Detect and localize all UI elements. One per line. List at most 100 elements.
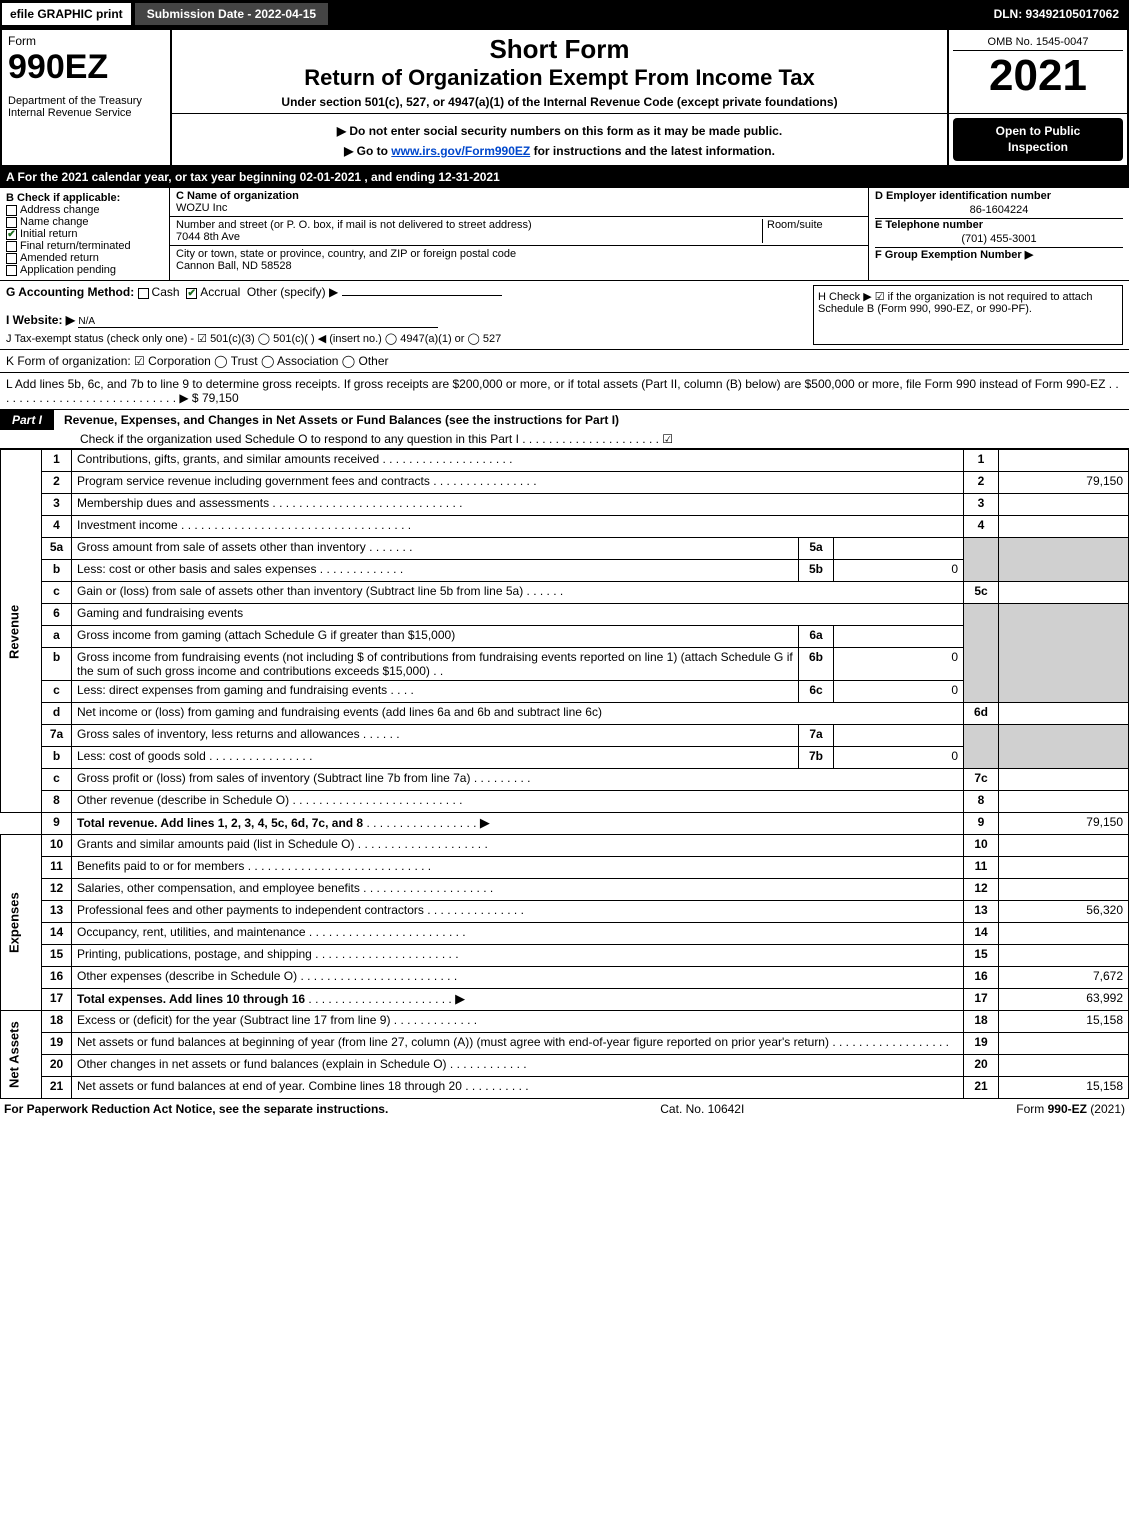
l18: Excess or (deficit) for the year (Subtra… bbox=[77, 1013, 390, 1027]
l1-amt bbox=[999, 450, 1129, 472]
part1-title: Revenue, Expenses, and Changes in Net As… bbox=[54, 413, 619, 427]
l6d: Net income or (loss) from gaming and fun… bbox=[72, 703, 964, 725]
bcde-row: B Check if applicable: Address change Na… bbox=[0, 187, 1129, 280]
revenue-label: Revenue bbox=[1, 450, 42, 813]
l7c: Gross profit or (loss) from sales of inv… bbox=[77, 771, 470, 785]
b-item-3: Final return/terminated bbox=[20, 240, 131, 252]
chk-initial[interactable]: ✔ bbox=[6, 229, 17, 240]
l5c-amt bbox=[999, 582, 1129, 604]
l6b: Gross income from fundraising events (no… bbox=[77, 650, 793, 678]
l5a: Gross amount from sale of assets other t… bbox=[77, 540, 366, 554]
l8-amt bbox=[999, 791, 1129, 813]
irs-link[interactable]: www.irs.gov/Form990EZ bbox=[391, 144, 530, 158]
c-street-label: Number and street (or P. O. box, if mail… bbox=[176, 219, 532, 231]
chk-name[interactable] bbox=[6, 217, 17, 228]
l6c: Less: direct expenses from gaming and fu… bbox=[77, 683, 387, 697]
chk-amended[interactable] bbox=[6, 253, 17, 264]
c-city-label: City or town, state or province, country… bbox=[176, 248, 516, 260]
l17-amt: 63,992 bbox=[999, 989, 1129, 1011]
c-name-label: C Name of organization bbox=[176, 190, 299, 202]
k-line: K Form of organization: ☑ Corporation ◯ … bbox=[0, 349, 1129, 372]
l21-amt: 15,158 bbox=[999, 1077, 1129, 1099]
l5a-amt bbox=[834, 538, 964, 560]
i-label: I Website: ▶ bbox=[6, 313, 75, 327]
part1-tab: Part I bbox=[0, 410, 54, 430]
l18-amt: 15,158 bbox=[999, 1011, 1129, 1033]
l2-amt: 79,150 bbox=[999, 472, 1129, 494]
g-cash: Cash bbox=[152, 285, 180, 299]
form-label: Form bbox=[8, 34, 164, 48]
box7a: 7a bbox=[799, 725, 834, 747]
chk-cash[interactable] bbox=[138, 288, 149, 299]
footer-mid: Cat. No. 10642I bbox=[660, 1102, 744, 1116]
l1: Contributions, gifts, grants, and simila… bbox=[77, 452, 379, 466]
box6c: 6c bbox=[799, 681, 834, 703]
l16: Other expenses (describe in Schedule O) bbox=[77, 969, 297, 983]
col-b: B Check if applicable: Address change Na… bbox=[0, 188, 170, 280]
chk-final[interactable] bbox=[6, 241, 17, 252]
l19: Net assets or fund balances at beginning… bbox=[77, 1035, 829, 1049]
part1-subtitle: Check if the organization used Schedule … bbox=[0, 430, 1129, 449]
l10: Grants and similar amounts paid (list in… bbox=[77, 837, 354, 851]
note-goto: ▶ Go to www.irs.gov/Form990EZ for instru… bbox=[180, 144, 939, 158]
g-accrual: Accrual bbox=[200, 285, 240, 299]
footer: For Paperwork Reduction Act Notice, see … bbox=[0, 1099, 1129, 1119]
l6b-amt: 0 bbox=[834, 648, 964, 681]
b-item-1: Name change bbox=[20, 216, 89, 228]
b-item-2: Initial return bbox=[20, 228, 77, 240]
submission-date: Submission Date - 2022-04-15 bbox=[133, 1, 330, 27]
col-c: C Name of organization WOZU Inc Number a… bbox=[170, 188, 869, 280]
header-table: Form 990EZ Department of the Treasury In… bbox=[0, 28, 1129, 167]
form-number: 990EZ bbox=[8, 48, 164, 87]
dept: Department of the Treasury bbox=[8, 95, 164, 107]
f-group-label: F Group Exemption Number ▶ bbox=[875, 247, 1123, 261]
l6a: Gross income from gaming (attach Schedul… bbox=[77, 628, 455, 642]
l13-amt: 56,320 bbox=[999, 901, 1129, 923]
open-public-badge: Open to Public Inspection bbox=[953, 118, 1123, 161]
l5b-amt: 0 bbox=[834, 560, 964, 582]
col-def: D Employer identification number 86-1604… bbox=[869, 188, 1129, 280]
j-line: J Tax-exempt status (check only one) - ☑… bbox=[6, 332, 813, 345]
omb: OMB No. 1545-0047 bbox=[953, 34, 1123, 51]
chk-pending[interactable] bbox=[6, 265, 17, 276]
l6a-amt bbox=[834, 626, 964, 648]
h-box: H Check ▶ ☑ if the organization is not r… bbox=[813, 285, 1123, 345]
l14: Occupancy, rent, utilities, and maintena… bbox=[77, 925, 306, 939]
l12: Salaries, other compensation, and employ… bbox=[77, 881, 360, 895]
l7c-amt bbox=[999, 769, 1129, 791]
expenses-label: Expenses bbox=[1, 835, 42, 1011]
arrow-icon: ▶ bbox=[480, 815, 490, 830]
l7a-amt bbox=[834, 725, 964, 747]
short-form-title: Short Form bbox=[180, 34, 939, 65]
note-ssn: ▶ Do not enter social security numbers o… bbox=[180, 124, 939, 138]
chk-address[interactable] bbox=[6, 205, 17, 216]
l9-amt: 79,150 bbox=[999, 813, 1129, 835]
lines-table: Revenue 1Contributions, gifts, grants, a… bbox=[0, 449, 1129, 1099]
org-city: Cannon Ball, ND 58528 bbox=[176, 260, 292, 272]
section-a: A For the 2021 calendar year, or tax yea… bbox=[0, 167, 1129, 187]
l7b-amt: 0 bbox=[834, 747, 964, 769]
g-label: G Accounting Method: bbox=[6, 285, 134, 299]
footer-left: For Paperwork Reduction Act Notice, see … bbox=[4, 1102, 388, 1116]
box7b: 7b bbox=[799, 747, 834, 769]
d-ein-label: D Employer identification number bbox=[875, 190, 1123, 202]
l2: Program service revenue including govern… bbox=[77, 474, 430, 488]
l9: Total revenue. Add lines 1, 2, 3, 4, 5c,… bbox=[77, 816, 363, 830]
phone: (701) 455-3001 bbox=[875, 231, 1123, 247]
l3-amt bbox=[999, 494, 1129, 516]
l-line: L Add lines 5b, 6c, and 7b to line 9 to … bbox=[0, 372, 1129, 409]
l15: Printing, publications, postage, and shi… bbox=[77, 947, 312, 961]
org-name: WOZU Inc bbox=[176, 202, 227, 214]
l6: Gaming and fundraising events bbox=[72, 604, 964, 626]
efile-print[interactable]: efile GRAPHIC print bbox=[0, 1, 133, 27]
l13: Professional fees and other payments to … bbox=[77, 903, 424, 917]
g-other: Other (specify) ▶ bbox=[247, 285, 338, 299]
box5b: 5b bbox=[799, 560, 834, 582]
main-title: Return of Organization Exempt From Incom… bbox=[180, 65, 939, 91]
dln: DLN: 93492105017062 bbox=[984, 3, 1129, 25]
footer-right: Form 990-EZ (2021) bbox=[1016, 1102, 1125, 1116]
goto-tail: for instructions and the latest informat… bbox=[530, 144, 775, 158]
chk-accrual[interactable]: ✔ bbox=[186, 288, 197, 299]
l6d-amt bbox=[999, 703, 1129, 725]
topbar: efile GRAPHIC print Submission Date - 20… bbox=[0, 0, 1129, 28]
